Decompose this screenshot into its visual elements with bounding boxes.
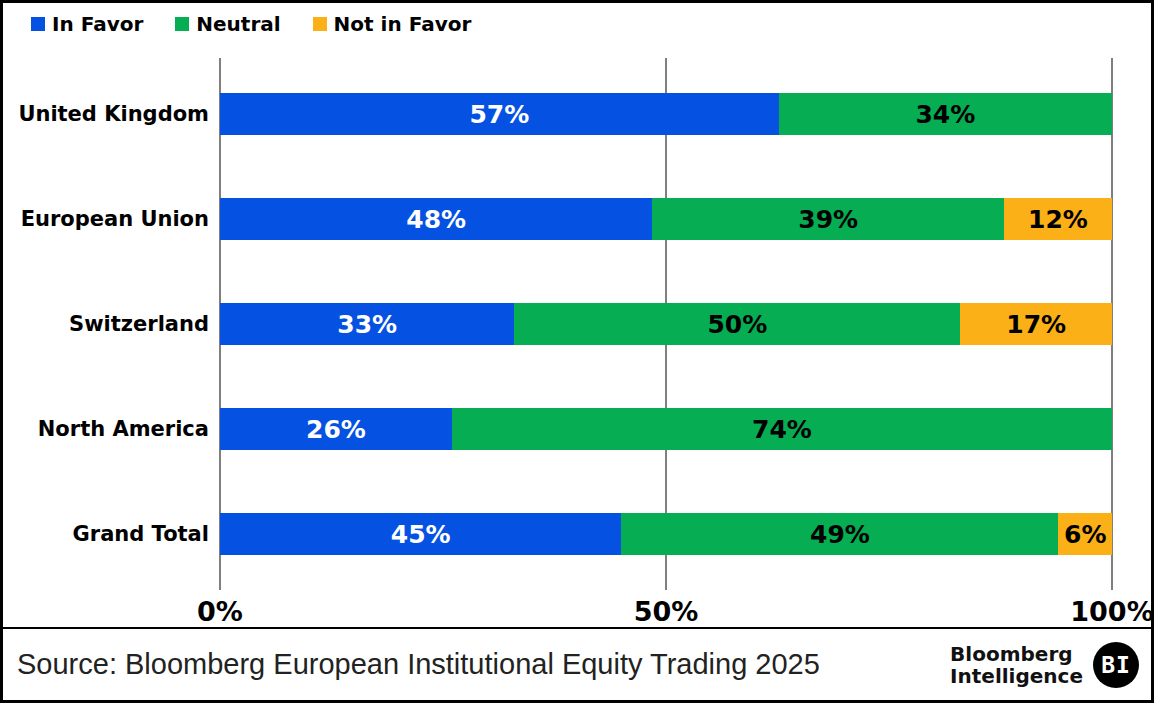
bar-segment-not-in-favor: 6% <box>1058 513 1112 555</box>
bar-segment-in-favor: 45% <box>220 513 621 555</box>
bar-segment-neutral: 34% <box>779 93 1112 135</box>
brand-line2: Intelligence <box>950 665 1083 687</box>
bloomberg-intelligence-logo: Bloomberg Intelligence BI <box>950 642 1139 688</box>
bar-segment-neutral: 74% <box>452 408 1112 450</box>
bar-segment-in-favor: 26% <box>220 408 452 450</box>
brand-line1: Bloomberg <box>950 643 1083 665</box>
x-tick-100: 100% <box>1070 596 1153 627</box>
bi-badge-icon: BI <box>1093 642 1139 688</box>
bar-segment-in-favor: 48% <box>220 198 652 240</box>
legend-item-neutral: Neutral <box>175 12 280 36</box>
legend-label-neutral: Neutral <box>196 12 280 36</box>
legend-item-in-favor: In Favor <box>31 12 143 36</box>
bar-segment-in-favor: 33% <box>220 303 514 345</box>
stacked-bar-north-america: 26%74% <box>220 408 1112 450</box>
legend-swatch-icon-not-in-favor <box>313 17 327 31</box>
legend-swatch-icon-in-favor <box>31 17 45 31</box>
stacked-bar-grand-total: 45%49%6% <box>220 513 1112 555</box>
legend-label-in-favor: In Favor <box>52 12 143 36</box>
legend-item-not-in-favor: Not in Favor <box>313 12 472 36</box>
source-text: Source: Bloomberg European Institutional… <box>17 648 820 681</box>
stacked-bar-switzerland: 33%50%17% <box>220 303 1112 345</box>
legend-label-not-in-favor: Not in Favor <box>334 12 472 36</box>
legend-swatch-icon-neutral <box>175 17 189 31</box>
x-tick-0: 0% <box>197 596 243 627</box>
bar-segment-neutral: 49% <box>621 513 1058 555</box>
row-label-united-kingdom: United Kingdom <box>3 93 209 135</box>
plot-area: 57%34% 48%39%12% 33%50%17% 26%74% 45%49%6% <box>220 58 1112 590</box>
row-label-grand-total: Grand Total <box>3 513 209 555</box>
bar-segment-not-in-favor: 17% <box>960 303 1112 345</box>
footer: Source: Bloomberg European Institutional… <box>3 627 1151 700</box>
x-tick-50: 50% <box>634 596 699 627</box>
row-label-switzerland: Switzerland <box>3 303 209 345</box>
stacked-bar-european-union: 48%39%12% <box>220 198 1112 240</box>
bar-segment-in-favor: 57% <box>220 93 779 135</box>
row-label-north-america: North America <box>3 408 209 450</box>
legend: In Favor Neutral Not in Favor <box>31 12 471 36</box>
row-label-european-union: European Union <box>3 198 209 240</box>
x-axis-ticks: 0%50%100% <box>220 596 1112 628</box>
bar-segment-neutral: 50% <box>514 303 960 345</box>
bar-segment-neutral: 39% <box>652 198 1003 240</box>
stacked-bar-united-kingdom: 57%34% <box>220 93 1112 135</box>
chart-panel: In Favor Neutral Not in Favor United Kingd… <box>0 0 1154 703</box>
brand-wordmark: Bloomberg Intelligence <box>950 643 1083 687</box>
bar-segment-not-in-favor: 12% <box>1004 198 1112 240</box>
